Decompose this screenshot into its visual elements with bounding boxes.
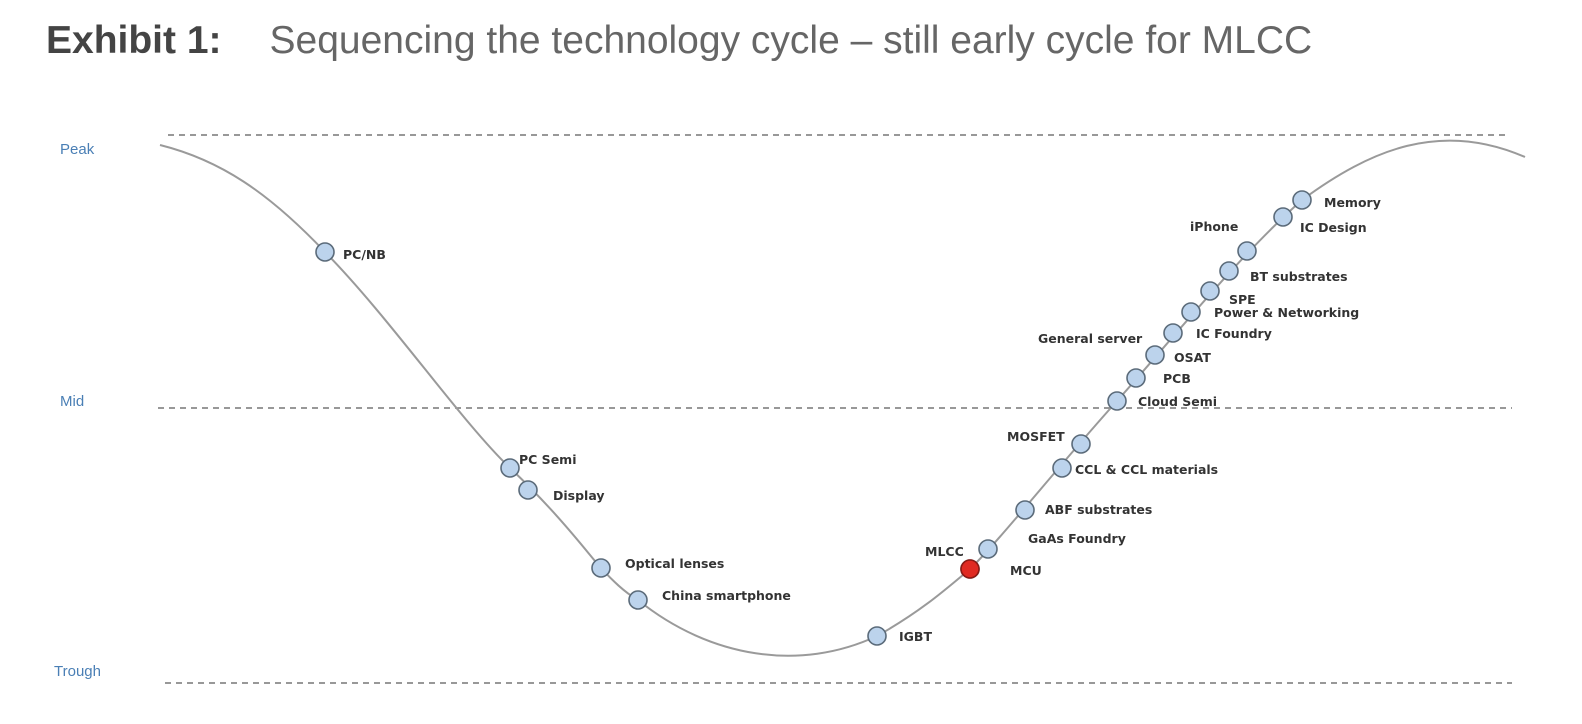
nodes-layer: PC/NB PC Semi Display Optical lenses China s…	[315, 190, 1381, 646]
node-spe	[1200, 281, 1220, 301]
node-label-gaas-foundry: GaAs Foundry	[1028, 531, 1126, 546]
node-label-pcb: PCB	[1163, 371, 1191, 386]
node-label-china-smartphone: China smartphone	[662, 588, 791, 603]
node-label-memory: Memory	[1324, 195, 1381, 210]
trough-label: Trough	[54, 663, 101, 680]
node-label-cloud-semi: Cloud Semi	[1138, 394, 1217, 409]
node-label-bt-substrates: BT substrates	[1250, 269, 1348, 284]
node-igbt	[867, 626, 887, 646]
node-ic-design	[1273, 207, 1293, 227]
node-label-general-server: General server	[1038, 331, 1143, 346]
node-optical-lenses	[591, 558, 611, 578]
node-memory	[1292, 190, 1312, 210]
node-label-iphone: iPhone	[1190, 219, 1238, 234]
node-label-ic-design: IC Design	[1300, 220, 1367, 235]
node-bt-substrates	[1219, 261, 1239, 281]
node-gaas-foundry	[978, 539, 998, 559]
node-label-optical-lenses: Optical lenses	[625, 556, 724, 571]
node-label-pc-nb: PC/NB	[343, 247, 386, 262]
node-ccl-and-ccl-materials	[1052, 458, 1072, 478]
node-abf-substrates	[1015, 500, 1035, 520]
node-mlcc	[960, 559, 980, 579]
node-label-igbt: IGBT	[899, 629, 932, 644]
node-pc-semi	[500, 458, 520, 478]
node-display	[518, 480, 538, 500]
node-label-spe: SPE	[1229, 292, 1256, 307]
node-label-osat: OSAT	[1174, 350, 1211, 365]
node-china-smartphone	[628, 590, 648, 610]
node-label-ic-foundry: IC Foundry	[1196, 326, 1272, 341]
node-pcb	[1126, 368, 1146, 388]
node-label-power-and-networking: Power & Networking	[1214, 305, 1359, 320]
node-label-mcu: MCU	[1010, 563, 1042, 578]
node-label-pc-semi: PC Semi	[519, 452, 576, 467]
node-cloud-semi	[1107, 391, 1127, 411]
exhibit-label: Exhibit 1:	[46, 19, 222, 62]
node-label-display: Display	[553, 488, 605, 503]
node-label-mlcc: MLCC	[925, 544, 964, 559]
mid-label: Mid	[60, 393, 84, 410]
node-mosfet	[1071, 434, 1091, 454]
peak-label: Peak	[60, 141, 95, 158]
exhibit-title: Sequencing the technology cycle – still …	[269, 19, 1313, 62]
node-label-ccl-and-ccl-materials: CCL & CCL materials	[1075, 462, 1218, 477]
node-osat	[1145, 345, 1165, 365]
cycle-curve	[159, 139, 1526, 657]
node-general-server	[1163, 323, 1183, 343]
exhibit-header: Exhibit 1: Sequencing the technology cyc…	[46, 14, 1312, 68]
node-iphone	[1237, 241, 1257, 261]
node-label-abf-substrates: ABF substrates	[1045, 502, 1152, 517]
node-power-and-networking	[1181, 302, 1201, 322]
node-label-mosfet: MOSFET	[1007, 429, 1065, 444]
node-pc-nb	[315, 242, 335, 262]
